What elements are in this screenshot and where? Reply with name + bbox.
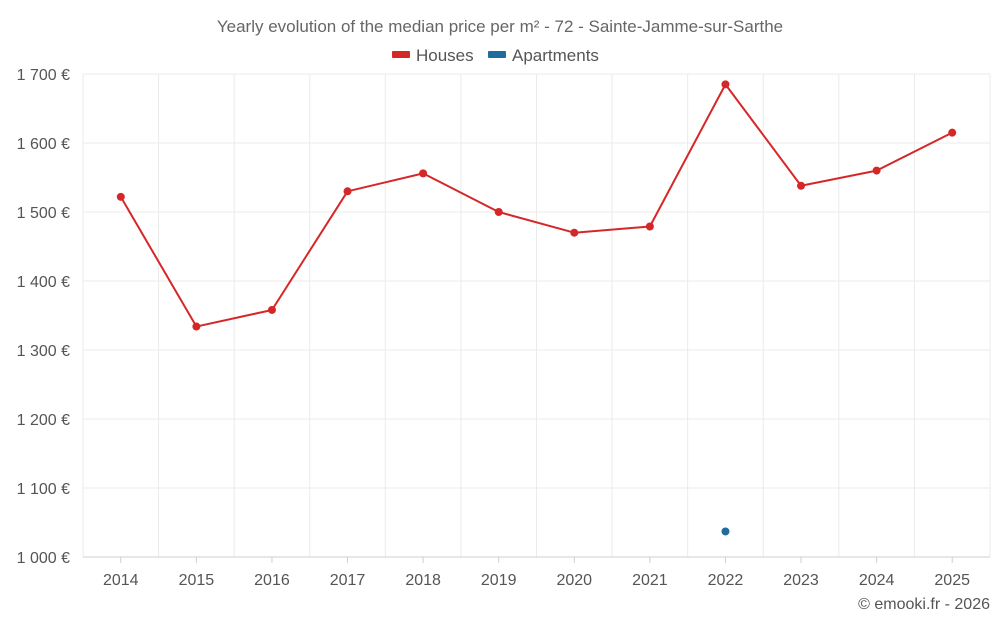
y-tick-label: 1 200 € (17, 412, 70, 429)
data-point-houses[interactable] (343, 187, 352, 196)
data-point-houses[interactable] (797, 181, 806, 190)
x-tick-label: 2019 (481, 572, 517, 589)
y-tick-label: 1 500 € (17, 205, 70, 222)
y-tick-label: 1 000 € (17, 550, 70, 567)
x-tick-label: 2023 (783, 572, 819, 589)
legend-label-houses[interactable]: Houses (416, 46, 474, 65)
y-tick-label: 1 700 € (17, 67, 70, 84)
credit: © emooki.fr - 2026 (858, 596, 990, 613)
data-point-houses[interactable] (645, 222, 654, 231)
x-tick-label: 2016 (254, 572, 290, 589)
x-tick-label: 2015 (179, 572, 215, 589)
x-tick-label: 2018 (405, 572, 441, 589)
data-point-houses[interactable] (192, 322, 201, 331)
x-tick-label: 2014 (103, 572, 139, 589)
x-tick-label: 2024 (859, 572, 895, 589)
data-point-houses[interactable] (419, 169, 428, 178)
x-axis: 2014 2015 2016 2017 2018 2019 2020 2021 2022 2023… (83, 556, 990, 589)
legend-swatch-apartments[interactable] (488, 51, 506, 58)
data-point-houses[interactable] (872, 166, 881, 175)
legend-label-apartments[interactable]: Apartments (512, 46, 599, 65)
x-tick-label: 2021 (632, 572, 668, 589)
data-point-houses[interactable] (721, 80, 730, 89)
x-tick-label: 2022 (708, 572, 744, 589)
data-point-houses[interactable] (570, 228, 579, 237)
data-point-houses[interactable] (494, 208, 503, 216)
x-tick-label: 2025 (934, 572, 970, 589)
y-tick-label: 1 100 € (17, 481, 70, 498)
series (116, 80, 957, 536)
x-tick-label: 2017 (330, 572, 366, 589)
legend-swatch-houses[interactable] (392, 51, 410, 58)
chart-title: Yearly evolution of the median price per… (217, 17, 783, 36)
y-tick-label: 1 600 € (17, 136, 70, 153)
legend[interactable]: Houses Apartments (392, 46, 599, 65)
y-axis: 1 000 € 1 100 € 1 200 € 1 300 € 1 400 € 1 500… (17, 67, 70, 567)
grid (82, 73, 991, 557)
data-point-houses[interactable] (267, 305, 276, 314)
series-line-houses (119, 83, 953, 328)
data-point-houses[interactable] (948, 128, 957, 137)
data-point-houses[interactable] (116, 192, 125, 201)
x-tick-label: 2020 (556, 572, 592, 589)
data-point-apartments[interactable] (721, 527, 730, 536)
y-tick-label: 1 300 € (17, 343, 70, 360)
y-tick-label: 1 400 € (17, 274, 70, 291)
